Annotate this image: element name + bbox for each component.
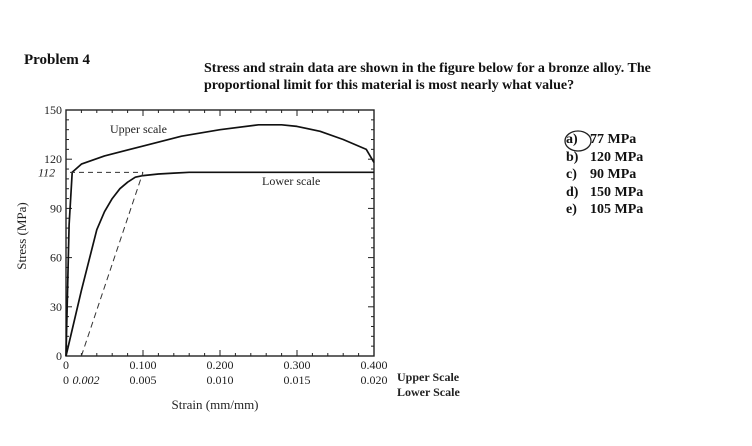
x-axis-title: Strain (mm/mm)	[171, 397, 258, 412]
answer-circle	[564, 130, 592, 152]
problem-title: Problem 4	[24, 52, 90, 68]
x-tick-label-upper: 0.100	[130, 358, 157, 372]
answer-option-b[interactable]: b) 120 MPa	[566, 149, 643, 167]
x-scale-name-upper: Upper Scale	[397, 370, 460, 384]
y-tick-label: 90	[50, 201, 62, 215]
answer-letter: e)	[566, 202, 577, 217]
question-text: Stress and strain data are shown in the …	[204, 61, 651, 93]
x-tick-label-lower: 0.005	[130, 373, 157, 387]
handwritten-strain-note: 0.002	[73, 373, 100, 387]
plot-frame	[65, 109, 375, 357]
y-tick-label: 30	[50, 300, 62, 314]
offset-line	[80, 172, 144, 357]
y-tick-label: 60	[50, 251, 62, 265]
answer-text: 90 MPa	[590, 167, 637, 182]
y-tick-label: 0	[56, 349, 62, 363]
series-line-upper	[65, 123, 375, 357]
answer-list: a) 77 MPa b) 120 MPa c) 90 MPa d) 150 MPa e)…	[566, 131, 643, 219]
answer-option-d[interactable]: d) 150 MPa	[566, 184, 643, 202]
x-tick-label-upper: 0	[63, 358, 69, 372]
x-tick-label-upper: 0.300	[284, 358, 311, 372]
y-axis-title: Stress (MPa)	[14, 202, 29, 270]
x-scale-name-lower: Lower Scale	[397, 385, 460, 399]
x-tick-label-lower: 0.010	[207, 373, 234, 387]
answer-letter: a)	[566, 132, 578, 147]
series-label-upper: Upper scale	[110, 122, 167, 136]
series-lines	[65, 123, 375, 357]
answer-option-e[interactable]: e) 105 MPa	[566, 201, 643, 219]
answer-text: 77 MPa	[590, 132, 637, 147]
x-tick-label-upper: 0.400	[361, 358, 388, 372]
y-tick-label: 120	[44, 152, 62, 166]
answer-text: 105 MPa	[590, 202, 644, 217]
handwritten-stress-note: 112	[38, 165, 55, 179]
tick-labels: 0 30 60 90 120 150 0 0.100 0.200 0.300 0.400 0 0.005…	[44, 103, 388, 387]
answer-letter: b)	[566, 149, 579, 165]
answer-text: 120 MPa	[590, 149, 644, 165]
answer-letter: d)	[566, 184, 579, 200]
handwritten-annotations: 112 0.002	[38, 130, 592, 387]
tick-marks	[65, 109, 375, 357]
answer-text: 150 MPa	[590, 184, 644, 200]
answer-letter: c)	[566, 167, 577, 182]
x-tick-label-lower: 0	[63, 373, 69, 387]
series-line-lower	[65, 171, 374, 357]
y-tick-label: 150	[44, 103, 62, 117]
answer-option-a[interactable]: a) 77 MPa	[566, 131, 643, 149]
series-label-lower: Lower scale	[262, 174, 320, 188]
answer-option-c[interactable]: c) 90 MPa	[566, 166, 643, 184]
x-tick-label-lower: 0.020	[361, 373, 388, 387]
x-tick-label-lower: 0.015	[284, 373, 311, 387]
x-tick-label-upper: 0.200	[207, 358, 234, 372]
